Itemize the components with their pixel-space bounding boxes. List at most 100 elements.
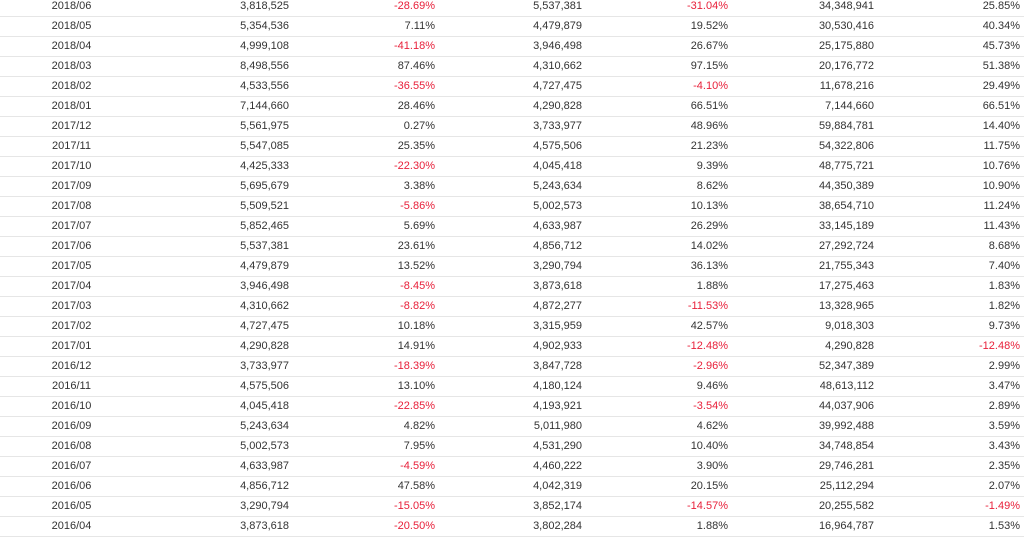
- cumulative-cell: 20,176,772: [732, 56, 878, 77]
- change-b-cell: 36.13%: [586, 256, 732, 277]
- cumulative-change-cell: 3.59%: [878, 416, 1024, 437]
- cumulative-cell: 34,348,941: [732, 0, 878, 17]
- value-a-cell: 3,873,618: [143, 516, 293, 537]
- change-a-cell: 13.52%: [293, 256, 439, 277]
- change-b-cell: 10.40%: [586, 436, 732, 457]
- cumulative-cell: 48,775,721: [732, 156, 878, 177]
- value-b-cell: 5,002,573: [439, 196, 586, 217]
- change-b-cell: 21.23%: [586, 136, 732, 157]
- table-row: 2017/02 4,727,475 10.18% 3,315,959 42.57% 9,0…: [0, 316, 1024, 337]
- table-row: 2017/03 4,310,662 -8.82% 4,872,277 -11.53% 13…: [0, 296, 1024, 317]
- value-a-cell: 3,818,525: [143, 0, 293, 17]
- cumulative-change-cell: 11.24%: [878, 196, 1024, 217]
- month-cell: 2016/12: [0, 356, 143, 377]
- change-a-cell: 13.10%: [293, 376, 439, 397]
- change-b-cell: -14.57%: [586, 496, 732, 517]
- change-b-cell: 19.52%: [586, 16, 732, 37]
- change-b-cell: -2.96%: [586, 356, 732, 377]
- value-b-cell: 3,873,618: [439, 276, 586, 297]
- cumulative-change-cell: 11.75%: [878, 136, 1024, 157]
- value-a-cell: 4,533,556: [143, 76, 293, 97]
- value-a-cell: 5,852,465: [143, 216, 293, 237]
- value-b-cell: 4,531,290: [439, 436, 586, 457]
- change-a-cell: 25.35%: [293, 136, 439, 157]
- cumulative-change-cell: 8.68%: [878, 236, 1024, 257]
- table-row: 2016/11 4,575,506 13.10% 4,180,124 9.46% 48,6…: [0, 376, 1024, 397]
- month-cell: 2016/10: [0, 396, 143, 417]
- cumulative-cell: 38,654,710: [732, 196, 878, 217]
- change-b-cell: 10.13%: [586, 196, 732, 217]
- change-a-cell: -8.82%: [293, 296, 439, 317]
- value-b-cell: 3,946,498: [439, 36, 586, 57]
- value-b-cell: 3,852,174: [439, 496, 586, 517]
- table-row: 2016/04 3,873,618 -20.50% 3,802,284 1.88% 16,…: [0, 516, 1024, 537]
- table-row: 2018/06 3,818,525 -28.69% 5,537,381 -31.04% 3…: [0, 0, 1024, 17]
- cumulative-cell: 30,530,416: [732, 16, 878, 37]
- value-a-cell: 3,946,498: [143, 276, 293, 297]
- value-b-cell: 5,243,634: [439, 176, 586, 197]
- cumulative-cell: 4,290,828: [732, 336, 878, 357]
- table-row: 2017/10 4,425,333 -22.30% 4,045,418 9.39% 48,…: [0, 156, 1024, 177]
- month-cell: 2016/04: [0, 516, 143, 537]
- change-b-cell: -4.10%: [586, 76, 732, 97]
- table-row: 2016/09 5,243,634 4.82% 5,011,980 4.62% 39,99…: [0, 416, 1024, 437]
- month-cell: 2017/08: [0, 196, 143, 217]
- change-a-cell: 87.46%: [293, 56, 439, 77]
- change-b-cell: 42.57%: [586, 316, 732, 337]
- month-cell: 2016/08: [0, 436, 143, 457]
- value-b-cell: 4,310,662: [439, 56, 586, 77]
- table-row: 2017/01 4,290,828 14.91% 4,902,933 -12.48% 4,…: [0, 336, 1024, 357]
- value-b-cell: 4,872,277: [439, 296, 586, 317]
- value-b-cell: 4,727,475: [439, 76, 586, 97]
- cumulative-change-cell: 10.76%: [878, 156, 1024, 177]
- change-a-cell: 28.46%: [293, 96, 439, 117]
- value-b-cell: 4,193,921: [439, 396, 586, 417]
- cumulative-cell: 44,350,389: [732, 176, 878, 197]
- value-b-cell: 4,290,828: [439, 96, 586, 117]
- change-b-cell: 48.96%: [586, 116, 732, 137]
- month-cell: 2018/01: [0, 96, 143, 117]
- value-b-cell: 4,479,879: [439, 16, 586, 37]
- value-a-cell: 4,425,333: [143, 156, 293, 177]
- change-a-cell: 3.38%: [293, 176, 439, 197]
- cumulative-change-cell: 10.90%: [878, 176, 1024, 197]
- cumulative-cell: 59,884,781: [732, 116, 878, 137]
- value-b-cell: 4,633,987: [439, 216, 586, 237]
- cumulative-change-cell: -1.49%: [878, 496, 1024, 517]
- cumulative-cell: 21,755,343: [732, 256, 878, 277]
- value-a-cell: 5,243,634: [143, 416, 293, 437]
- change-a-cell: -41.18%: [293, 36, 439, 57]
- value-a-cell: 5,509,521: [143, 196, 293, 217]
- change-b-cell: -31.04%: [586, 0, 732, 17]
- change-b-cell: 4.62%: [586, 416, 732, 437]
- value-b-cell: 3,733,977: [439, 116, 586, 137]
- cumulative-change-cell: -12.48%: [878, 336, 1024, 357]
- change-a-cell: 5.69%: [293, 216, 439, 237]
- change-a-cell: 7.11%: [293, 16, 439, 37]
- cumulative-cell: 20,255,582: [732, 496, 878, 517]
- change-a-cell: 7.95%: [293, 436, 439, 457]
- cumulative-cell: 13,328,965: [732, 296, 878, 317]
- cumulative-change-cell: 51.38%: [878, 56, 1024, 77]
- change-a-cell: 0.27%: [293, 116, 439, 137]
- cumulative-cell: 25,112,294: [732, 476, 878, 497]
- value-a-cell: 5,354,536: [143, 16, 293, 37]
- table-row: 2017/07 5,852,465 5.69% 4,633,987 26.29% 33,1…: [0, 216, 1024, 237]
- change-a-cell: -15.05%: [293, 496, 439, 517]
- change-a-cell: -36.55%: [293, 76, 439, 97]
- change-b-cell: 20.15%: [586, 476, 732, 497]
- change-b-cell: 26.29%: [586, 216, 732, 237]
- value-a-cell: 5,547,085: [143, 136, 293, 157]
- value-a-cell: 5,695,679: [143, 176, 293, 197]
- value-b-cell: 3,847,728: [439, 356, 586, 377]
- cumulative-change-cell: 3.47%: [878, 376, 1024, 397]
- cumulative-change-cell: 40.34%: [878, 16, 1024, 37]
- table-row: 2018/04 4,999,108 -41.18% 3,946,498 26.67% 25…: [0, 36, 1024, 57]
- value-b-cell: 4,460,222: [439, 456, 586, 477]
- month-cell: 2016/06: [0, 476, 143, 497]
- table-row: 2017/04 3,946,498 -8.45% 3,873,618 1.88% 17,2…: [0, 276, 1024, 297]
- change-a-cell: 4.82%: [293, 416, 439, 437]
- month-cell: 2017/09: [0, 176, 143, 197]
- table-row: 2016/06 4,856,712 47.58% 4,042,319 20.15% 25,…: [0, 476, 1024, 497]
